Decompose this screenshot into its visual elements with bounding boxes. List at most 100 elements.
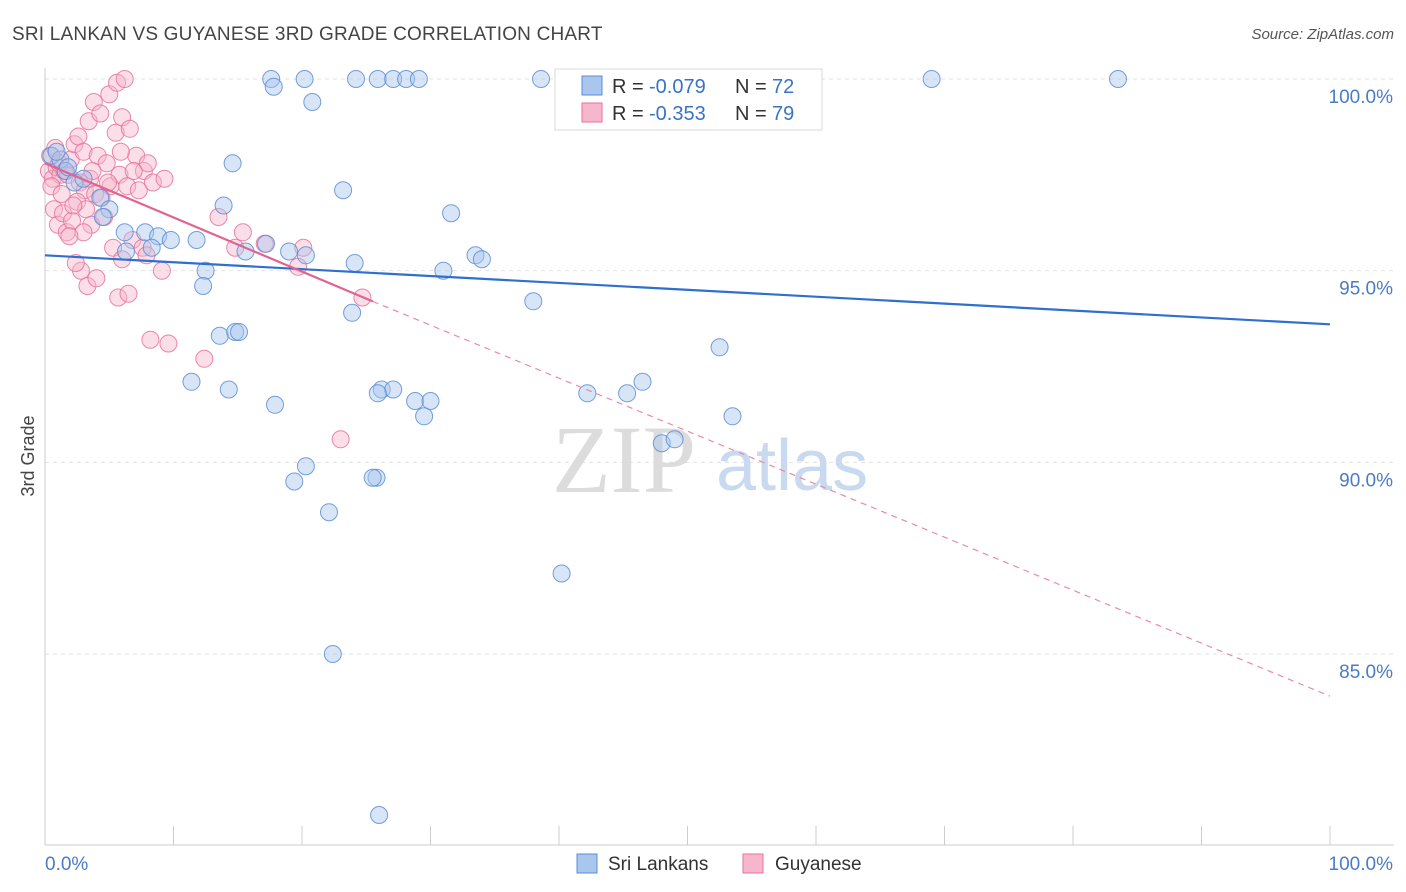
point-sri-lankans-58 (723, 407, 742, 426)
legend-r-label-2: R = (612, 103, 644, 125)
y-tick-label-0: 100.0% (1329, 87, 1394, 108)
legend-n-value-guyanese: 79 (772, 103, 794, 125)
point-sri-lankans-62 (295, 70, 314, 88)
point-guyanese-66 (143, 173, 162, 192)
trend-line-guyanese (44, 162, 374, 303)
trend-lines (44, 162, 1331, 697)
legend-n-value-sri-lankans: 72 (772, 76, 794, 98)
point-sri-lankans-54 (633, 372, 652, 391)
point-sri-lankans-53 (618, 384, 637, 403)
point-guyanese-56 (233, 223, 252, 242)
point-guyanese-46 (87, 269, 106, 288)
point-sri-lankans-56 (665, 430, 684, 449)
point-sri-lankans-25 (334, 181, 353, 200)
point-guyanese-50 (152, 261, 171, 280)
point-sri-lankans-57 (710, 338, 729, 357)
point-sri-lankans-66 (397, 70, 416, 88)
trend-line-sri-lankans (44, 254, 1331, 326)
point-sri-lankans-45 (370, 806, 389, 824)
point-guyanese-45 (78, 277, 97, 295)
chart-source: Source: ZipAtlas.com (1251, 26, 1394, 43)
point-guyanese-75 (155, 169, 174, 188)
point-sri-lankans-23 (280, 242, 299, 261)
point-guyanese-48 (119, 284, 138, 303)
y-tick-label-2: 90.0% (1339, 470, 1393, 491)
point-guyanese-74 (138, 154, 157, 173)
point-sri-lankans-63 (347, 70, 365, 88)
series-legend-swatch-guyanese (742, 853, 764, 874)
point-sri-lankans-52 (578, 384, 597, 403)
point-guyanese-72 (111, 142, 130, 161)
point-sri-lankans-41 (285, 472, 304, 491)
series-legend-label-sri-lankans: Sri Lankans (608, 854, 708, 875)
point-sri-lankans-17 (214, 196, 233, 215)
point-sri-lankans-38 (226, 323, 245, 341)
point-sri-lankans-36 (182, 372, 201, 391)
point-guyanese-63 (120, 119, 139, 138)
axes (44, 68, 1394, 846)
point-sri-lankans-30 (368, 384, 387, 403)
point-sri-lankans-34 (266, 395, 284, 414)
point-guyanese-55 (209, 208, 228, 226)
point-sri-lankans-42 (320, 503, 338, 522)
point-sri-lankans-59 (552, 564, 571, 583)
point-guyanese-33 (54, 204, 72, 223)
x-tick-label-0: 0.0% (45, 854, 88, 875)
point-sri-lankans-48 (442, 204, 461, 223)
y-tick-label-1: 95.0% (1339, 279, 1393, 300)
chart-title: SRI LANKAN VS GUYANESE 3RD GRADE CORRELA… (12, 24, 603, 45)
stats-legend: R = -0.079 N = 72 R = -0.353 N = 79 (554, 68, 823, 131)
point-sri-lankans-33 (415, 407, 434, 426)
legend-swatch-guyanese (581, 102, 603, 123)
point-sri-lankans-32 (421, 392, 440, 410)
point-sri-lankans-71 (303, 93, 322, 111)
point-sri-lankans-13 (161, 231, 180, 249)
point-sri-lankans-47 (434, 261, 453, 280)
point-sri-lankans-37 (210, 326, 229, 345)
point-sri-lankans-39 (230, 323, 248, 341)
point-sri-lankans-8 (100, 200, 119, 219)
point-sri-lankans-44 (323, 645, 342, 663)
point-sri-lankans-69 (922, 70, 941, 88)
series-legend-swatch-sri-lankans (576, 853, 598, 874)
point-sri-lankans-18 (223, 154, 242, 173)
point-sri-lankans-50 (472, 250, 491, 269)
x-tick-label-1: 100.0% (1329, 854, 1394, 875)
point-guyanese-73 (124, 162, 143, 180)
point-guyanese-12 (74, 142, 93, 161)
point-guyanese-15 (91, 104, 110, 123)
point-sri-lankans-15 (142, 238, 161, 257)
point-guyanese-67 (42, 177, 61, 196)
point-guyanese-35 (63, 211, 81, 230)
point-guyanese-27 (129, 181, 148, 200)
watermark-atlas: atlas (716, 426, 868, 506)
point-sri-lankans-67 (409, 70, 428, 88)
point-sri-lankans-46 (363, 468, 382, 487)
point-guyanese-78 (60, 227, 79, 246)
point-guyanese-69 (64, 196, 83, 215)
point-sri-lankans-10 (115, 223, 134, 242)
point-sri-lankans-40 (296, 457, 315, 476)
point-sri-lankans-26 (345, 254, 364, 272)
point-guyanese-18 (115, 70, 134, 88)
trend-extension-guyanese (372, 300, 1331, 697)
legend-r-value-sri-lankans: -0.079 (649, 76, 706, 98)
point-sri-lankans-24 (296, 246, 315, 265)
point-guyanese-31 (45, 200, 63, 219)
point-sri-lankans-70 (1109, 70, 1127, 88)
legend-swatch-sri-lankans (581, 75, 603, 96)
point-sri-lankans-31 (406, 392, 425, 410)
point-sri-lankans-16 (117, 242, 135, 261)
point-guyanese-47 (109, 288, 128, 307)
x-tick-labels: 0.0% 100.0% (45, 854, 1393, 875)
point-sri-lankans-35 (219, 380, 238, 399)
point-sri-lankans-64 (368, 70, 387, 88)
point-sri-lankans-51 (524, 292, 543, 311)
point-sri-lankans-43 (367, 468, 386, 487)
legend-n-label-2: N = (735, 103, 767, 125)
point-sri-lankans-22 (257, 234, 275, 253)
point-sri-lankans-20 (194, 277, 213, 295)
legend-n-label-1: N = (735, 76, 767, 98)
point-sri-lankans-19 (196, 261, 215, 280)
